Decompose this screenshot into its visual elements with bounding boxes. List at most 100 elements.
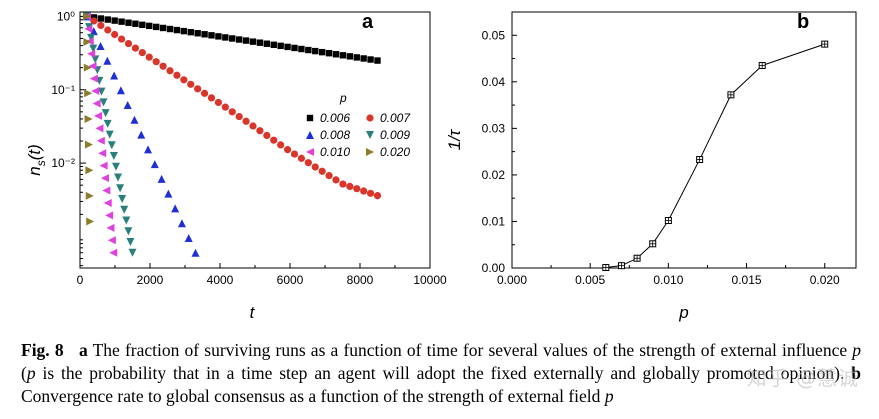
- data-point: [128, 248, 137, 257]
- data-point: [159, 24, 167, 32]
- data-point: [104, 16, 111, 23]
- data-point: [173, 71, 181, 79]
- data-point: [114, 173, 123, 182]
- data-point: [92, 99, 101, 108]
- data-point: [249, 38, 257, 45]
- x-tick-label: 10000: [413, 273, 447, 287]
- data-point: [235, 112, 243, 121]
- data-point: [103, 198, 112, 207]
- legend-marker: [306, 148, 314, 156]
- data-point: [105, 130, 114, 139]
- data-point: [84, 114, 93, 123]
- data-point: [89, 27, 98, 36]
- data-point: [346, 53, 354, 60]
- data-point: [116, 184, 125, 193]
- data-point: [118, 195, 127, 204]
- data-point: [96, 136, 105, 145]
- data-point: [95, 124, 104, 133]
- data-point: [85, 191, 94, 200]
- data-point: [270, 41, 277, 48]
- caption-p-symbol: p: [26, 363, 36, 383]
- data-point: [152, 23, 160, 31]
- data-point: [256, 39, 264, 46]
- data-point: [207, 94, 216, 102]
- caption-p-symbol: p: [852, 340, 862, 360]
- x-tick-label: 6000: [277, 273, 304, 287]
- data-point: [159, 62, 167, 70]
- panel-b-x-label: p: [678, 303, 688, 322]
- data-point: [126, 237, 135, 246]
- data-point: [120, 205, 129, 214]
- caption-a-text-3: is the probability that in a time step a…: [35, 363, 852, 383]
- x-tick-label: 0: [77, 273, 84, 287]
- data-point: [664, 217, 672, 225]
- data-point: [305, 46, 312, 54]
- caption-p-symbol: p: [604, 386, 614, 406]
- data-point: [132, 20, 139, 27]
- series-0.020: [83, 12, 95, 226]
- y-tick-label: 10⁻¹: [51, 83, 75, 97]
- data-point: [99, 161, 108, 170]
- legend-marker: [366, 114, 374, 122]
- legend-label: 0.010: [320, 145, 350, 159]
- data-point: [110, 71, 119, 80]
- data-point: [180, 27, 188, 35]
- data-point: [235, 36, 243, 43]
- caption-a-label: a: [79, 340, 88, 360]
- data-point: [263, 40, 271, 47]
- data-point: [122, 216, 131, 225]
- data-point: [111, 17, 118, 24]
- data-point: [229, 35, 236, 42]
- data-point: [101, 109, 110, 118]
- data-point: [171, 204, 180, 213]
- data-point: [96, 41, 105, 50]
- data-point: [83, 12, 91, 21]
- panel-b-chart: 0.000 0.005 0.010 0.015 0.020 0.00 0.01 0.02 0.…: [445, 11, 857, 322]
- data-point: [617, 262, 625, 270]
- data-point: [180, 76, 188, 84]
- data-point: [138, 49, 146, 57]
- data-point: [228, 108, 236, 116]
- panel-b-label: b: [797, 11, 809, 33]
- y-tick-label: 0.00: [482, 261, 506, 275]
- data-point: [166, 25, 174, 33]
- data-point: [332, 51, 340, 58]
- data-point: [164, 189, 173, 198]
- data-point: [298, 45, 305, 53]
- data-point: [107, 141, 116, 150]
- data-point: [84, 140, 93, 149]
- data-point: [277, 42, 284, 50]
- data-point: [312, 47, 319, 55]
- data-point: [339, 180, 347, 188]
- data-point: [118, 18, 125, 25]
- data-point: [139, 21, 146, 29]
- panel-a-label: a: [362, 11, 374, 33]
- panel-a-x-label: t: [250, 303, 256, 322]
- data-point: [291, 44, 298, 52]
- y-tick-label: 0.04: [482, 75, 506, 89]
- legend-marker: [366, 148, 374, 156]
- watermark: 知乎 @慧诚: [746, 366, 859, 390]
- data-point: [360, 187, 368, 195]
- panel-a-y-label-tail: (t): [25, 144, 44, 160]
- panel-b-series-line: [605, 43, 825, 269]
- data-point: [152, 58, 160, 66]
- data-point: [649, 240, 657, 248]
- legend-label: 0.007: [380, 111, 411, 125]
- y-tick-label: 0.01: [482, 214, 506, 228]
- data-point: [144, 145, 153, 154]
- y-tick-label: 10⁻²: [51, 156, 75, 170]
- data-point: [758, 62, 766, 70]
- caption-a-text-1: The fraction of surviving runs as a func…: [87, 340, 853, 360]
- caption-b-text: Convergence rate to global consensus as …: [21, 386, 605, 406]
- data-point: [339, 52, 347, 59]
- data-point: [85, 166, 94, 175]
- data-point: [116, 86, 125, 95]
- data-point: [83, 38, 92, 47]
- legend-label: 0.006: [320, 111, 350, 125]
- data-point: [256, 127, 264, 135]
- x-tick-label: 0.000: [497, 273, 527, 287]
- data-point: [200, 89, 209, 97]
- caption-fig-label: Fig. 8: [21, 340, 64, 360]
- data-point: [104, 26, 112, 34]
